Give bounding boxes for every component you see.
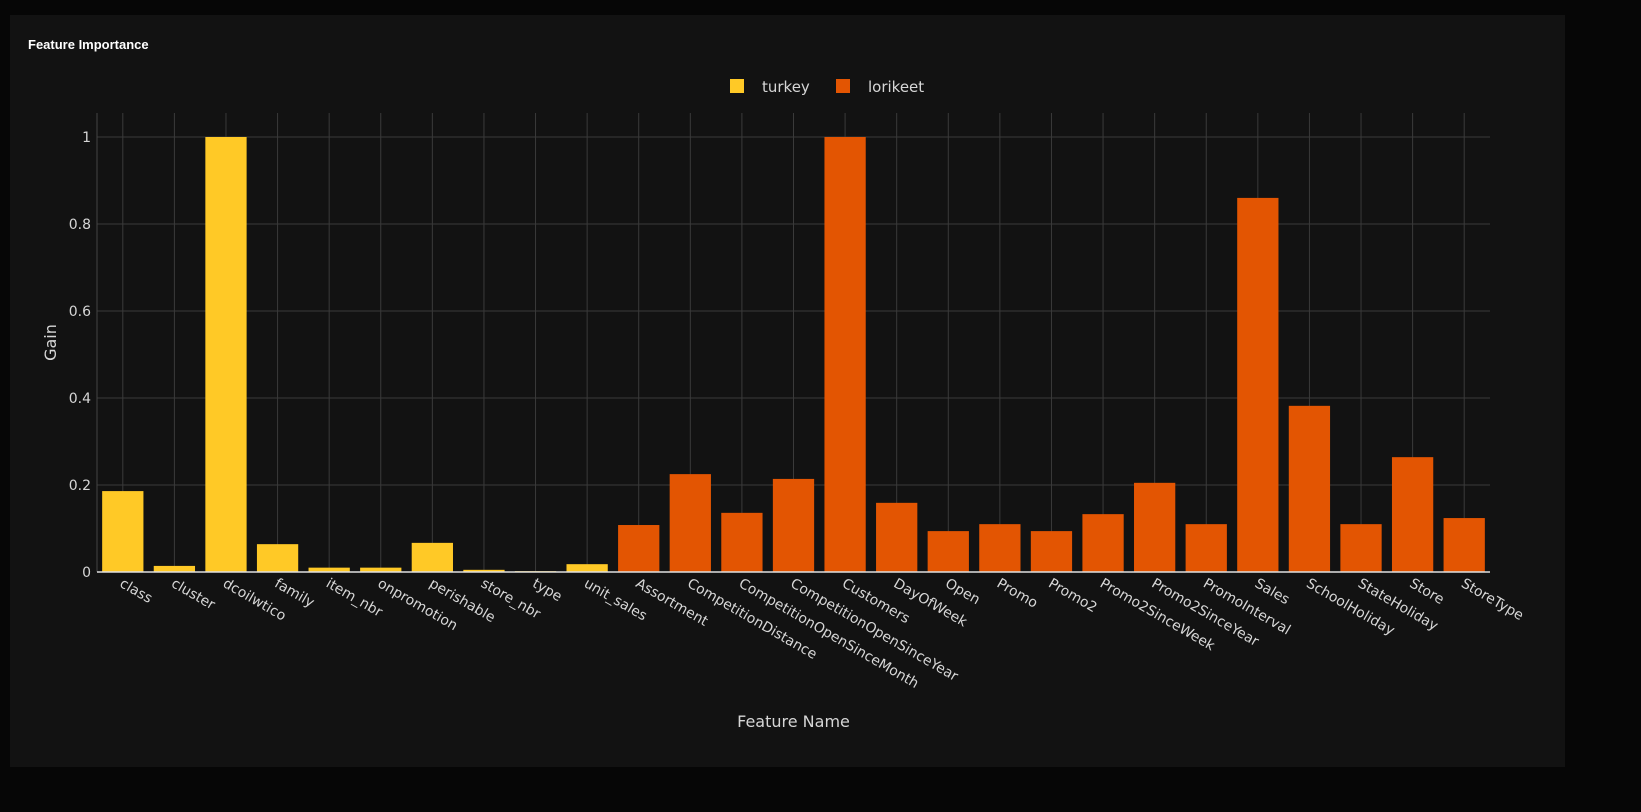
x-tick-label: type (530, 576, 565, 605)
bar-StoreType (1443, 518, 1485, 572)
bar-Sales (1237, 197, 1279, 572)
bar-item_nbr (308, 567, 350, 572)
legend-swatch-lorikeet (836, 79, 850, 93)
bar-Assortment (618, 525, 660, 572)
chart-panel (10, 15, 1565, 767)
y-tick-label: 0.6 (69, 304, 91, 320)
bar-StateHoliday (1340, 524, 1382, 572)
x-tick-label: cluster (168, 576, 217, 614)
bar-CompetitionDistance (669, 474, 711, 572)
bar-class (102, 491, 144, 572)
y-tick-label: 0 (82, 565, 91, 581)
legend-label-lorikeet: lorikeet (868, 78, 924, 96)
bar-PromoInterval (1185, 524, 1227, 572)
bar-dcoilwtico (205, 137, 247, 572)
bar-Promo (979, 524, 1021, 572)
x-tick-label: class (117, 576, 155, 607)
legend-label-turkey: turkey (762, 78, 810, 96)
y-tick-label: 1 (82, 130, 91, 146)
x-tick-label: Promo (994, 576, 1040, 612)
bar-onpromotion (360, 567, 402, 572)
bar-Promo2SinceWeek (1082, 514, 1124, 572)
x-axis-title: Feature Name (737, 712, 850, 731)
bar-Promo2 (1030, 531, 1073, 572)
bar-family (256, 544, 299, 572)
x-tick-label: StoreType (1458, 576, 1526, 624)
y-tick-label: 0.4 (69, 391, 91, 407)
bar-DayOfWeek (876, 502, 918, 572)
bar-Open (927, 531, 969, 572)
bar-store_nbr (463, 569, 505, 572)
x-tick-label: item_nbr (323, 576, 385, 621)
bar-Promo2SinceYear (1134, 482, 1176, 572)
y-tick-label: 0.2 (69, 478, 91, 494)
bar-CompetitionOpenSinceMonth (721, 512, 763, 572)
chart-title: Feature Importance (28, 37, 149, 52)
bar-unit_sales (566, 564, 608, 572)
bar-SchoolHoliday (1288, 405, 1331, 572)
bar-CompetitionOpenSinceYear (772, 478, 815, 572)
y-axis-title: Gain (41, 324, 60, 361)
bar-cluster (153, 565, 196, 572)
x-tick-label: Promo2 (1045, 576, 1099, 617)
x-tick-label: SchoolHoliday (1303, 576, 1397, 639)
y-tick-label: 0.8 (69, 217, 91, 233)
bar-Customers (824, 137, 866, 572)
legend-swatch-turkey (730, 79, 744, 93)
bar-Store (1391, 457, 1434, 572)
bar-perishable (411, 542, 453, 572)
